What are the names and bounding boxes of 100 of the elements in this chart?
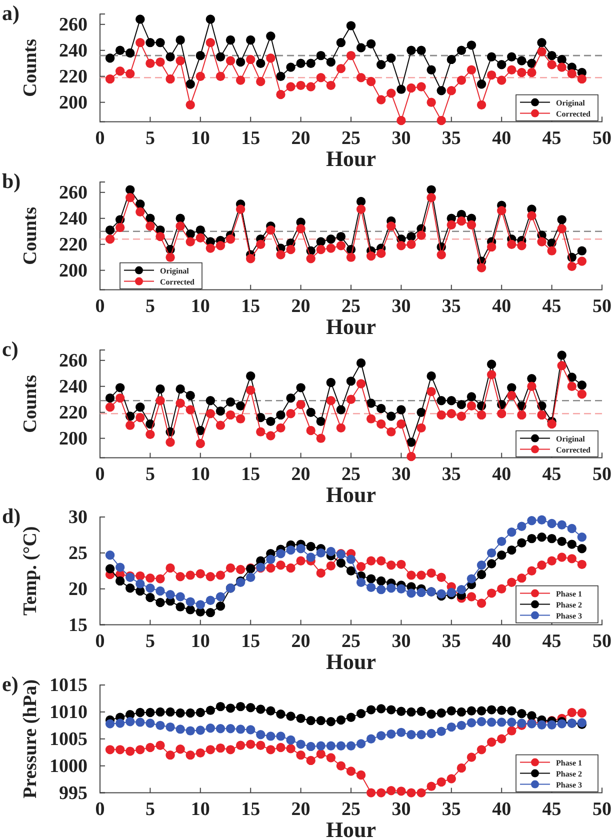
point bbox=[466, 400, 476, 410]
point bbox=[246, 740, 256, 750]
point bbox=[376, 419, 386, 428]
point bbox=[216, 571, 226, 580]
point bbox=[105, 719, 115, 729]
point bbox=[406, 437, 416, 446]
point bbox=[436, 116, 446, 126]
point bbox=[567, 381, 576, 391]
point bbox=[186, 726, 195, 736]
x-tick-label: 15 bbox=[241, 128, 260, 149]
point bbox=[537, 532, 546, 542]
point bbox=[296, 382, 306, 392]
point bbox=[406, 83, 416, 93]
point bbox=[166, 437, 175, 446]
x-tick-label: 0 bbox=[95, 296, 105, 317]
point bbox=[557, 54, 566, 64]
point bbox=[206, 706, 216, 716]
point bbox=[326, 234, 336, 244]
point bbox=[577, 256, 587, 266]
x-tick-label: 35 bbox=[442, 631, 461, 652]
x-tick-label: 30 bbox=[392, 128, 411, 149]
point bbox=[436, 396, 446, 405]
point bbox=[216, 702, 226, 712]
point bbox=[547, 556, 556, 566]
y-tick-label: 240 bbox=[59, 376, 88, 398]
point bbox=[517, 538, 526, 548]
point bbox=[256, 76, 266, 86]
y-tick-label: 240 bbox=[59, 208, 88, 230]
point bbox=[446, 54, 456, 64]
point bbox=[497, 408, 506, 418]
point bbox=[436, 250, 446, 260]
point bbox=[186, 606, 195, 615]
point bbox=[366, 556, 376, 566]
point bbox=[396, 404, 406, 414]
point bbox=[326, 396, 336, 405]
point bbox=[456, 76, 466, 85]
point bbox=[166, 722, 175, 732]
point bbox=[567, 69, 576, 78]
point bbox=[537, 38, 546, 48]
point bbox=[507, 578, 516, 588]
point bbox=[186, 598, 195, 607]
chart-title: e) bbox=[2, 672, 18, 696]
point bbox=[346, 566, 356, 576]
point bbox=[426, 184, 436, 194]
point bbox=[216, 592, 226, 602]
point bbox=[105, 54, 115, 63]
point bbox=[146, 429, 155, 439]
point bbox=[316, 548, 326, 558]
point bbox=[306, 716, 316, 726]
point bbox=[547, 519, 556, 528]
point bbox=[115, 576, 125, 586]
point bbox=[156, 384, 165, 394]
point bbox=[366, 705, 376, 715]
point bbox=[326, 80, 336, 90]
point bbox=[486, 548, 496, 558]
point bbox=[146, 718, 155, 728]
point bbox=[537, 410, 546, 420]
point bbox=[416, 571, 426, 580]
point bbox=[577, 560, 587, 570]
point bbox=[507, 726, 516, 736]
x-tick-label: 15 bbox=[241, 463, 260, 484]
point bbox=[527, 534, 536, 544]
point bbox=[326, 741, 336, 751]
point bbox=[406, 232, 416, 241]
point bbox=[527, 58, 536, 68]
point bbox=[186, 750, 195, 760]
point bbox=[176, 602, 185, 612]
point bbox=[336, 404, 346, 414]
point bbox=[386, 705, 396, 715]
point bbox=[396, 116, 406, 126]
point bbox=[246, 54, 256, 64]
point bbox=[206, 38, 216, 48]
legend-label: Phase 3 bbox=[556, 612, 582, 621]
point bbox=[115, 46, 125, 55]
y-tick-label: 995 bbox=[59, 783, 88, 804]
point bbox=[136, 199, 145, 208]
point bbox=[366, 398, 376, 408]
point bbox=[286, 564, 296, 574]
point bbox=[276, 72, 286, 81]
point bbox=[266, 706, 276, 716]
point bbox=[497, 60, 506, 70]
point bbox=[256, 740, 266, 750]
point bbox=[126, 717, 135, 726]
point bbox=[216, 72, 226, 81]
point bbox=[426, 386, 436, 396]
point bbox=[386, 584, 396, 594]
point bbox=[356, 378, 366, 388]
point bbox=[416, 788, 426, 798]
point bbox=[376, 556, 386, 566]
point bbox=[336, 761, 346, 771]
point bbox=[466, 592, 476, 602]
y-tick-label: 20 bbox=[68, 579, 88, 600]
point bbox=[186, 404, 195, 414]
point bbox=[246, 254, 256, 264]
point bbox=[547, 246, 556, 256]
x-tick-label: 15 bbox=[241, 296, 260, 317]
point bbox=[356, 578, 366, 588]
point bbox=[206, 396, 216, 405]
point bbox=[456, 708, 466, 717]
point bbox=[486, 705, 496, 715]
